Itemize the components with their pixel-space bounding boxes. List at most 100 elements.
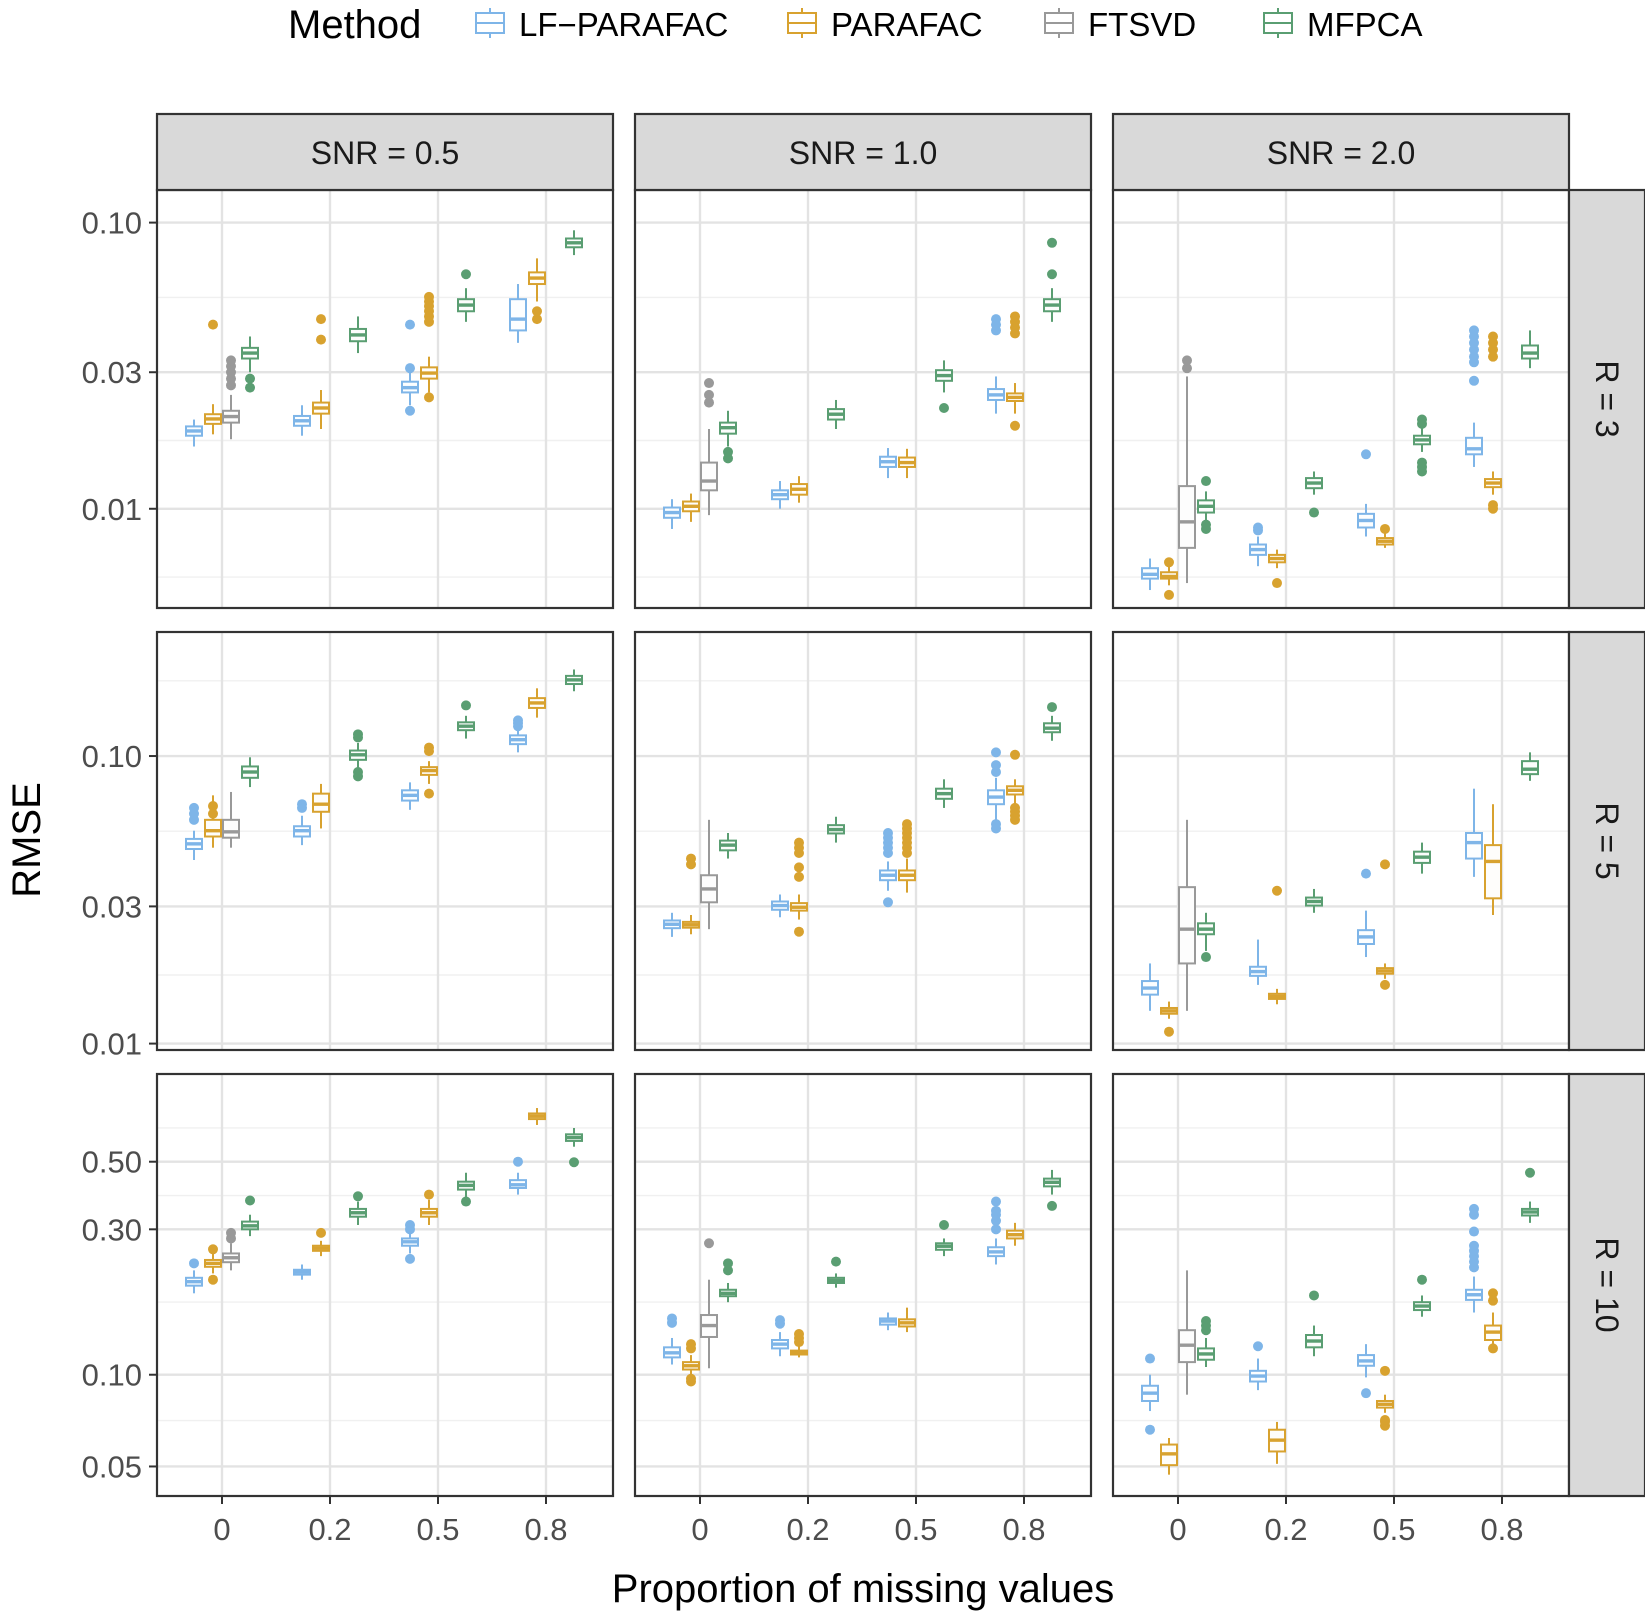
legend-key-1 — [787, 8, 817, 38]
box-mfpca-x0.8 — [1521, 330, 1539, 369]
outlier-point — [686, 1339, 696, 1350]
outlier-point — [831, 1256, 841, 1267]
box-mfpca-x0.2 — [827, 1256, 845, 1288]
outlier-point — [794, 862, 804, 873]
outlier-point — [667, 1313, 677, 1324]
outlier-point — [1047, 1200, 1057, 1211]
box-mfpca-x0.8 — [1043, 237, 1061, 322]
outlier-point — [1047, 237, 1057, 248]
box-mfpca-x0.8 — [1043, 702, 1061, 741]
x-tick-label: 0 — [213, 1512, 230, 1547]
outlier-point — [939, 402, 949, 413]
outlier-point — [513, 715, 523, 726]
column-strip — [1111, 112, 1571, 192]
outlier-point — [532, 314, 542, 325]
panel-r1-c0 — [155, 630, 615, 1052]
box-mfpca-x0 — [1197, 476, 1215, 534]
outlier-point — [1488, 351, 1498, 362]
column-strip-label: SNR = 2.0 — [1267, 135, 1416, 171]
panel-r1-c2 — [1111, 630, 1571, 1052]
outlier-point — [723, 1258, 733, 1269]
box-parafac-x0.5 — [898, 1307, 916, 1333]
box-mfpca-x0.2 — [827, 399, 845, 429]
box-lfparafac-x0 — [1141, 1353, 1159, 1435]
outlier-point — [704, 1238, 714, 1249]
panel-border — [633, 630, 1093, 1052]
box-mfpca-x0 — [719, 410, 737, 464]
y-tick-label: 0.01 — [82, 492, 142, 527]
panel-background — [157, 190, 613, 608]
outlier-point — [775, 1315, 785, 1326]
box-iqr — [1465, 436, 1483, 456]
box-parafac-x0 — [1160, 1437, 1178, 1475]
x-tick-label: 0.5 — [1372, 1512, 1415, 1547]
box-iqr — [1484, 844, 1502, 900]
outlier-point — [1201, 1316, 1211, 1327]
box-mfpca-x0.8 — [565, 230, 583, 256]
outlier-point — [1417, 414, 1427, 425]
outlier-point — [1469, 351, 1479, 362]
box-lfparafac-x0.2 — [1249, 1341, 1267, 1391]
box-ftsvd-x0 — [222, 1227, 240, 1271]
box-iqr — [509, 298, 527, 332]
y-tick-label: 0.05 — [82, 1449, 142, 1484]
panel-r2-c1 — [633, 1072, 1093, 1498]
outlier-point — [1361, 1388, 1371, 1399]
legend-key-0 — [475, 8, 505, 38]
x-tick-label: 0 — [1169, 1512, 1186, 1547]
outlier-point — [424, 788, 434, 799]
outlier-point — [353, 767, 363, 778]
box-parafac-x0.2 — [312, 783, 330, 829]
box-ftsvd-x0 — [700, 1238, 718, 1369]
legend-key-3 — [1263, 8, 1293, 38]
outlier-point — [1469, 325, 1479, 336]
box-parafac-x0.2 — [312, 314, 330, 429]
x-tick-label: 0.5 — [894, 1512, 937, 1547]
panel-r0-c2 — [1111, 188, 1571, 610]
box-mfpca-x0.8 — [565, 1128, 583, 1168]
box-mfpca-x0.8 — [565, 669, 583, 692]
box-lfparafac-x0.5 — [401, 782, 419, 810]
outlier-point — [424, 1189, 434, 1200]
outlier-point — [189, 1258, 199, 1269]
outlier-point — [991, 747, 1001, 758]
outlier-point — [569, 1157, 579, 1168]
box-ftsvd-x0 — [222, 355, 240, 440]
box-mfpca-x0 — [241, 1195, 259, 1237]
row-strip-label: R = 10 — [1589, 1237, 1625, 1332]
outlier-point — [226, 1227, 236, 1238]
box-mfpca-x0 — [241, 757, 259, 788]
legend-title: Method — [288, 3, 421, 47]
outlier-point — [1469, 1240, 1479, 1251]
outlier-point — [461, 700, 471, 711]
outlier-point — [1380, 859, 1390, 870]
box-lfparafac-x0.2 — [1249, 522, 1267, 567]
box-mfpca-x0.5 — [1413, 1274, 1431, 1317]
box-lfparafac-x0.2 — [293, 799, 311, 846]
box-lfparafac-x0.8 — [987, 314, 1005, 414]
box-iqr — [1178, 886, 1196, 965]
box-mfpca-x0.2 — [1305, 471, 1323, 518]
outlier-point — [1253, 1341, 1263, 1352]
box-mfpca-x0.5 — [457, 700, 475, 739]
outlier-point — [245, 382, 255, 393]
box-parafac-x0 — [204, 795, 222, 848]
box-parafac-x0.8 — [528, 1108, 546, 1125]
panel-background — [635, 1074, 1091, 1496]
outlier-point — [883, 897, 893, 908]
box-mfpca-x0 — [719, 832, 737, 859]
outlier-point — [704, 389, 714, 400]
box-parafac-x0 — [1160, 557, 1178, 600]
outlier-point — [424, 291, 434, 302]
x-tick-label: 0 — [691, 1512, 708, 1547]
box-lfparafac-x0 — [1141, 963, 1159, 1011]
outlier-point — [1253, 522, 1263, 533]
outlier-point — [1380, 523, 1390, 534]
box-parafac-x0.2 — [1268, 549, 1286, 589]
box-mfpca-x0.2 — [1305, 1290, 1323, 1357]
panel-background — [635, 632, 1091, 1050]
outlier-point — [1164, 1026, 1174, 1037]
legend-key-2 — [1044, 8, 1074, 38]
box-ftsvd-x0 — [222, 791, 240, 848]
outlier-point — [794, 837, 804, 848]
